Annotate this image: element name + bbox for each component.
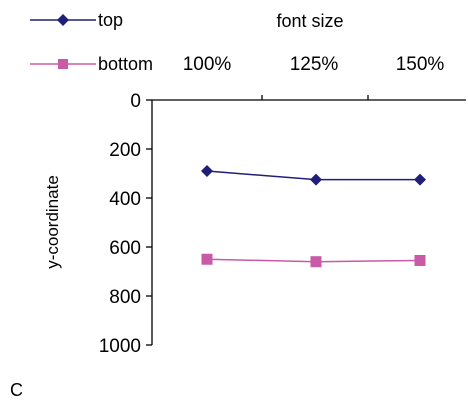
y-tick-label: 400 — [109, 189, 141, 210]
data-point-bottom — [201, 253, 213, 265]
legend-marker-bottom — [58, 59, 68, 69]
y-tick-label: 600 — [109, 238, 141, 259]
x-ticks: 100% 125% 150% — [183, 54, 445, 100]
x-axis-title: font size — [276, 11, 343, 31]
x-tick-label: 100% — [183, 54, 232, 75]
data-point-top — [201, 165, 213, 178]
legend-label-top: top — [98, 10, 123, 30]
legend: top bottom — [30, 10, 153, 74]
y-ticks: 0 200 400 600 800 1000 — [99, 91, 152, 357]
x-tick-label: 150% — [396, 54, 445, 75]
y-tick-label: 0 — [130, 91, 141, 112]
legend-item-bottom: bottom — [30, 54, 153, 74]
data-point-bottom — [414, 254, 426, 266]
legend-item-top: top — [30, 10, 123, 30]
y-tick-label: 200 — [109, 140, 141, 161]
panel-label: C — [10, 380, 23, 400]
data-point-bottom — [310, 256, 322, 268]
y-tick-label: 800 — [109, 287, 141, 308]
series-layer — [201, 165, 426, 268]
x-tick-label: 125% — [290, 54, 339, 75]
data-point-top — [414, 173, 426, 186]
y-axis-title: y-coordinate — [43, 175, 62, 269]
y-tick-label: 1000 — [99, 336, 141, 357]
data-point-top — [310, 173, 322, 186]
legend-marker-top — [57, 14, 69, 26]
legend-label-bottom: bottom — [98, 54, 153, 74]
